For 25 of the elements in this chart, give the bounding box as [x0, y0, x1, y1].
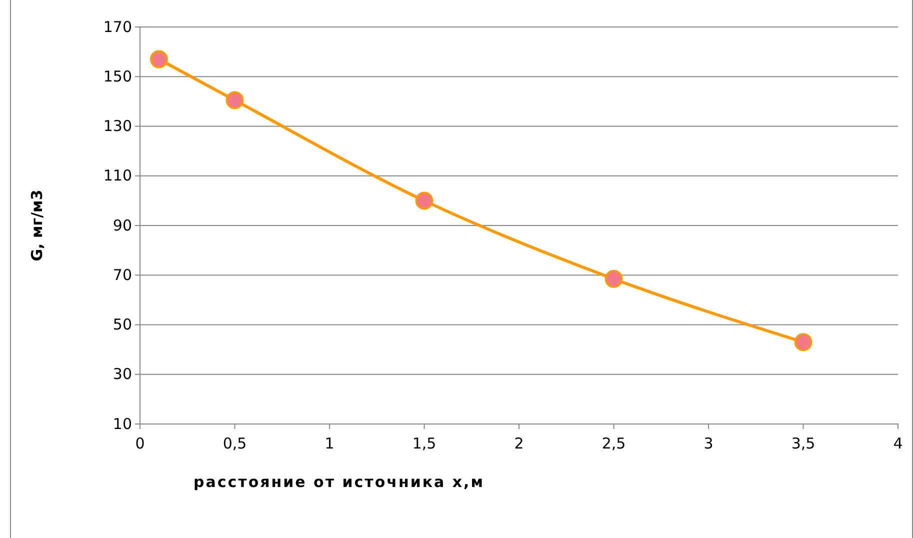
point: [604, 270, 623, 288]
y-tick-label: 90: [112, 216, 132, 234]
x-tick-label: 2,5: [602, 434, 626, 452]
x-tick-label: 3,5: [791, 434, 816, 452]
x-tick-label: 2: [514, 434, 524, 452]
y-tick-label: 130: [103, 117, 132, 136]
y-tick-label: 170: [103, 18, 132, 36]
y-tick-label: 30: [112, 365, 132, 384]
x-tick-label: 0: [135, 434, 145, 452]
x-tick-label: 4: [893, 434, 903, 452]
point: [226, 91, 244, 110]
x-tick-label: 1,5: [412, 434, 436, 452]
point: [794, 333, 812, 352]
y-tick-label: 50: [112, 316, 132, 334]
y-tick-label: 10: [112, 414, 132, 433]
y-tick-label: 110: [103, 166, 132, 185]
x-tick-label: 0,5: [222, 434, 247, 452]
x-tick-label: 3: [704, 434, 714, 452]
point: [415, 192, 434, 210]
y-tick-label: 70: [112, 266, 132, 284]
x-axis-title: расстояние от источника х,м: [194, 473, 484, 491]
x-tick-label: 1: [324, 434, 334, 452]
y-axis-title: G, мг/м3: [28, 190, 46, 262]
y-tick-label: 150: [103, 67, 132, 86]
point: [150, 50, 168, 68]
